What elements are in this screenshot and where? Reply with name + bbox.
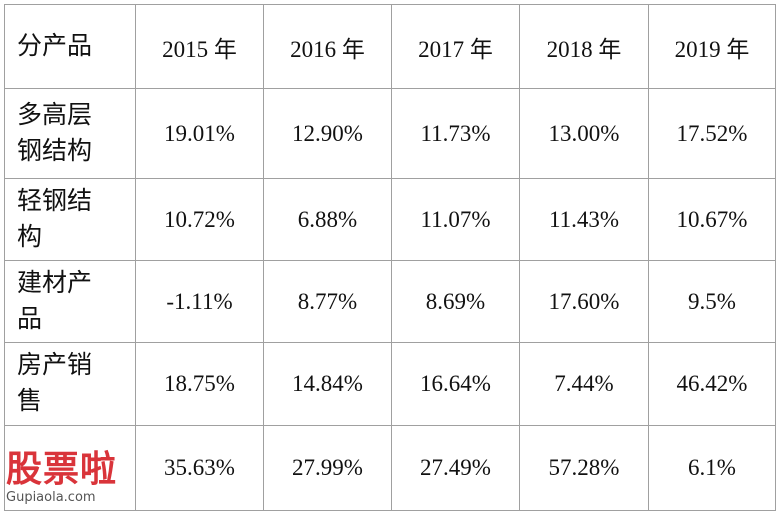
cell: 57.28% bbox=[519, 425, 649, 511]
cell: 10.67% bbox=[648, 178, 776, 261]
cell: 17.60% bbox=[519, 260, 649, 343]
cell: 16.64% bbox=[391, 342, 520, 426]
cell: 6.1% bbox=[648, 425, 776, 511]
cell: 2019 年 bbox=[648, 4, 776, 89]
cell: 27.99% bbox=[263, 425, 392, 511]
row-label: 建材产品 bbox=[4, 260, 136, 343]
cell: 11.07% bbox=[391, 178, 520, 261]
cell: 2015 年 bbox=[135, 4, 264, 89]
cell: 27.49% bbox=[391, 425, 520, 511]
cell: 9.5% bbox=[648, 260, 776, 343]
cell: 46.42% bbox=[648, 342, 776, 426]
table-row: 35.63% 27.99% 27.49% 57.28% 6.1% bbox=[4, 425, 776, 511]
cell: 13.00% bbox=[519, 88, 649, 179]
row-label bbox=[4, 425, 136, 511]
cell: 8.69% bbox=[391, 260, 520, 343]
cell: 11.73% bbox=[391, 88, 520, 179]
cell: 14.84% bbox=[263, 342, 392, 426]
data-table: 分产品 2015 年 2016 年 2017 年 2018 年 2019 年多高层钢结构 1… bbox=[4, 4, 776, 511]
row-label: 房产销售 bbox=[4, 342, 136, 426]
cell: 19.01% bbox=[135, 88, 264, 179]
cell: 2017 年 bbox=[391, 4, 520, 89]
cell: 17.52% bbox=[648, 88, 776, 179]
cell: 6.88% bbox=[263, 178, 392, 261]
table-row: 房产销售 18.75% 14.84% 16.64% 7.44% 46.42% bbox=[4, 342, 776, 426]
watermark-logo: 股票啦 bbox=[6, 449, 118, 490]
table-row: 建材产品 -1.11% 8.77% 8.69% 17.60% 9.5% bbox=[4, 260, 776, 343]
cell: 2018 年 bbox=[519, 4, 649, 89]
row-label: 多高层钢结构 bbox=[4, 88, 136, 179]
cell: 35.63% bbox=[135, 425, 264, 511]
watermark-url: Gupiaola.com bbox=[6, 490, 96, 505]
watermark: 股票啦 Gupiaola.com bbox=[6, 449, 126, 506]
cell: 8.77% bbox=[263, 260, 392, 343]
table-row: 轻钢结构 10.72% 6.88% 11.07% 11.43% 10.67% bbox=[4, 178, 776, 261]
cell: 18.75% bbox=[135, 342, 264, 426]
cell: 7.44% bbox=[519, 342, 649, 426]
header-row: 分产品 2015 年 2016 年 2017 年 2018 年 2019 年 bbox=[4, 4, 776, 89]
cell: -1.11% bbox=[135, 260, 264, 343]
cell: 12.90% bbox=[263, 88, 392, 179]
cell: 2016 年 bbox=[263, 4, 392, 89]
cell: 10.72% bbox=[135, 178, 264, 261]
row-label: 分产品 bbox=[4, 4, 136, 89]
cell: 11.43% bbox=[519, 178, 649, 261]
table-row: 多高层钢结构 19.01% 12.90% 11.73% 13.00% 17.52% bbox=[4, 88, 776, 179]
row-label: 轻钢结构 bbox=[4, 178, 136, 261]
